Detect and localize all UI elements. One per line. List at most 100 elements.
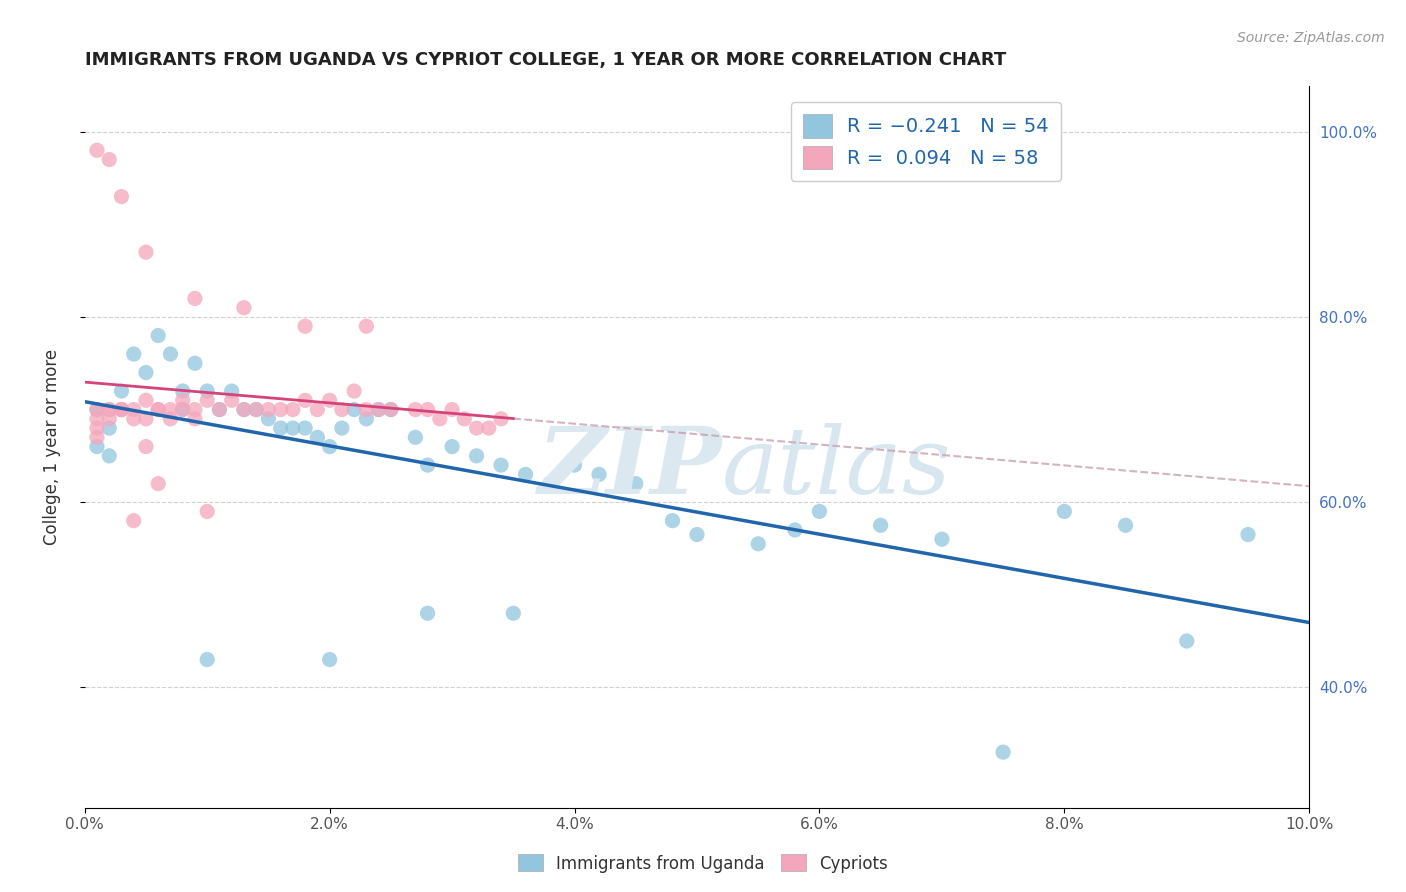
Point — [453, 412, 475, 426]
Point — [270, 402, 292, 417]
Point — [86, 402, 108, 417]
Point — [588, 467, 610, 482]
Point — [195, 384, 218, 398]
Point — [991, 745, 1014, 759]
Point — [184, 292, 207, 306]
Text: Source: ZipAtlas.com: Source: ZipAtlas.com — [1237, 31, 1385, 45]
Point — [122, 402, 145, 417]
Point — [135, 412, 157, 426]
Point — [135, 440, 157, 454]
Point — [86, 430, 108, 444]
Point — [122, 514, 145, 528]
Point — [184, 412, 207, 426]
Point — [416, 458, 439, 472]
Point — [110, 402, 132, 417]
Point — [478, 421, 501, 435]
Point — [98, 412, 121, 426]
Point — [110, 189, 132, 203]
Point — [135, 366, 157, 380]
Point — [404, 430, 426, 444]
Point — [172, 402, 194, 417]
Point — [86, 421, 108, 435]
Point — [148, 476, 170, 491]
Point — [221, 384, 243, 398]
Point — [367, 402, 389, 417]
Legend: R = −0.241   N = 54, R =  0.094   N = 58: R = −0.241 N = 54, R = 0.094 N = 58 — [792, 103, 1060, 181]
Text: atlas: atlas — [721, 424, 950, 513]
Text: ZIP: ZIP — [537, 424, 721, 513]
Point — [380, 402, 402, 417]
Point — [110, 384, 132, 398]
Point — [98, 153, 121, 167]
Point — [257, 412, 280, 426]
Point — [195, 652, 218, 666]
Point — [195, 393, 218, 408]
Point — [86, 440, 108, 454]
Point — [195, 504, 218, 518]
Point — [416, 402, 439, 417]
Point — [208, 402, 231, 417]
Point — [86, 412, 108, 426]
Point — [318, 440, 340, 454]
Point — [356, 412, 378, 426]
Point — [184, 356, 207, 370]
Point — [307, 402, 329, 417]
Point — [122, 412, 145, 426]
Legend: Immigrants from Uganda, Cypriots: Immigrants from Uganda, Cypriots — [510, 847, 896, 880]
Point — [122, 347, 145, 361]
Point — [148, 402, 170, 417]
Point — [465, 421, 488, 435]
Text: IMMIGRANTS FROM UGANDA VS CYPRIOT COLLEGE, 1 YEAR OR MORE CORRELATION CHART: IMMIGRANTS FROM UGANDA VS CYPRIOT COLLEG… — [84, 51, 1005, 69]
Point — [489, 458, 512, 472]
Point — [294, 319, 316, 334]
Point — [135, 245, 157, 260]
Point — [281, 421, 304, 435]
Point — [367, 402, 389, 417]
Point — [86, 144, 108, 158]
Point — [404, 402, 426, 417]
Point — [148, 402, 170, 417]
Point — [429, 412, 451, 426]
Point — [869, 518, 891, 533]
Point — [318, 393, 340, 408]
Point — [502, 606, 524, 620]
Point — [1175, 634, 1198, 648]
Point — [148, 328, 170, 343]
Point — [416, 606, 439, 620]
Point — [564, 458, 586, 472]
Point — [172, 393, 194, 408]
Point — [294, 393, 316, 408]
Point — [232, 402, 254, 417]
Point — [159, 412, 181, 426]
Point — [232, 402, 254, 417]
Point — [294, 421, 316, 435]
Point — [441, 402, 464, 417]
Point — [172, 402, 194, 417]
Point — [465, 449, 488, 463]
Point — [538, 476, 561, 491]
Point — [86, 402, 108, 417]
Point — [931, 532, 953, 546]
Point — [110, 402, 132, 417]
Point — [343, 384, 366, 398]
Point — [232, 301, 254, 315]
Point — [380, 402, 402, 417]
Point — [257, 402, 280, 417]
Point — [343, 402, 366, 417]
Point — [208, 402, 231, 417]
Point — [783, 523, 806, 537]
Point — [330, 421, 353, 435]
Point — [808, 504, 831, 518]
Point — [245, 402, 267, 417]
Point — [307, 430, 329, 444]
Point — [489, 412, 512, 426]
Point — [184, 402, 207, 417]
Point — [356, 319, 378, 334]
Point — [686, 527, 709, 541]
Point — [318, 652, 340, 666]
Point — [98, 402, 121, 417]
Point — [515, 467, 537, 482]
Y-axis label: College, 1 year or more: College, 1 year or more — [44, 349, 60, 545]
Point — [330, 402, 353, 417]
Point — [1115, 518, 1137, 533]
